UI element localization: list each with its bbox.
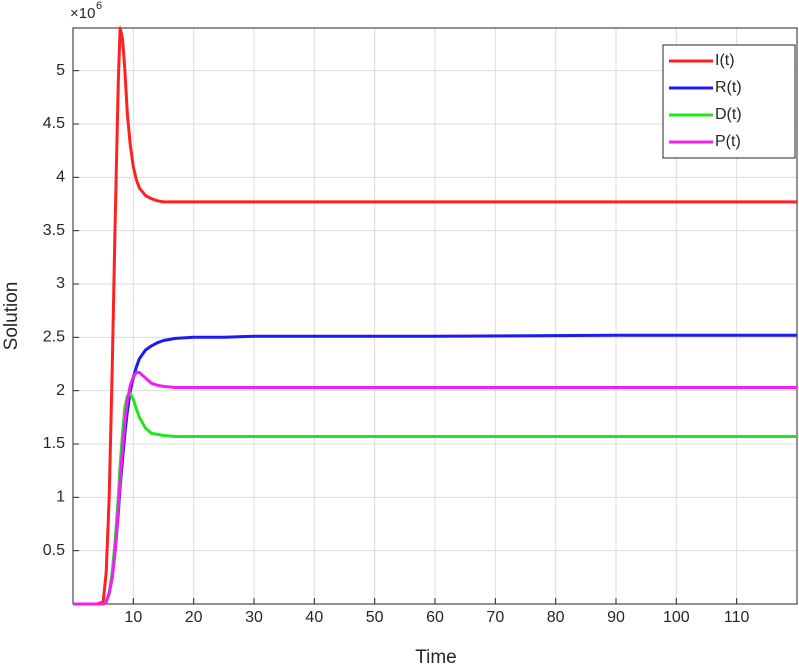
x-tick-label: 60 [426, 609, 444, 626]
y-tick-label: 3.5 [43, 222, 65, 239]
axes-box [72, 27, 798, 605]
x-tick-label: 20 [185, 609, 203, 626]
legend-box [662, 44, 796, 159]
y-tick-label: 1.5 [43, 435, 65, 452]
x-tick-label: 90 [607, 609, 625, 626]
y-multiplier-exponent: 6 [96, 0, 102, 12]
x-tick-label: 70 [486, 609, 504, 626]
x-tick-label: 10 [124, 609, 142, 626]
y-tick-label: 2.5 [43, 329, 65, 346]
x-tick-label: 80 [547, 609, 565, 626]
x-tick-label: 40 [305, 609, 323, 626]
y-tick-label: 0.5 [43, 542, 65, 559]
x-tick-label: 50 [366, 609, 384, 626]
x-tick-label: 30 [245, 609, 263, 626]
legend-label: R(t) [715, 79, 742, 96]
y-axis-label: Solution [1, 282, 22, 351]
legend-label: P(t) [715, 133, 741, 150]
y-tick-label: 3 [56, 275, 65, 292]
series-line [73, 26, 797, 606]
legend-label: D(t) [715, 106, 742, 123]
y-tick-label: 5 [56, 62, 65, 79]
x-tick-label: 100 [663, 609, 690, 626]
y-tick-label: 4 [56, 169, 65, 186]
x-axis-label: Time [415, 647, 457, 668]
y-multiplier: ×10 [70, 5, 95, 22]
y-tick-label: 2 [56, 382, 65, 399]
x-tick-label: 110 [724, 609, 750, 626]
y-tick-label: 1 [56, 489, 65, 506]
y-tick-label: 4.5 [43, 115, 65, 132]
legend-label: I(t) [715, 52, 735, 69]
series-line [73, 371, 797, 606]
